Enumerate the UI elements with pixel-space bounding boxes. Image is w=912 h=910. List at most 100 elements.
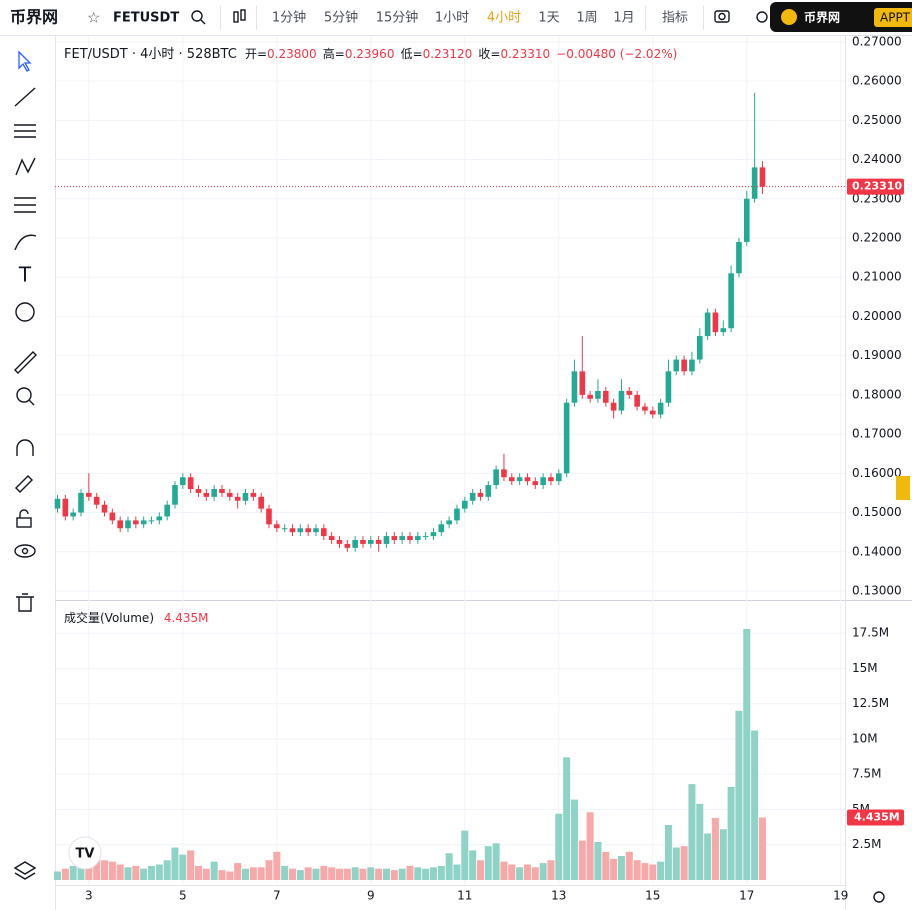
x-tick-label: 5	[179, 889, 187, 903]
y-tick-label: 0.24000	[852, 152, 902, 166]
volume-bar	[281, 865, 289, 880]
volume-bar	[187, 850, 195, 880]
candle-body	[109, 512, 116, 521]
volume-bar	[594, 841, 602, 880]
candle-body	[657, 402, 664, 415]
volume-bar	[570, 799, 578, 880]
candle-body	[555, 473, 562, 482]
volume-bar	[500, 861, 508, 880]
tv-logo[interactable]: TV	[68, 836, 102, 870]
volume-bar	[85, 858, 93, 880]
volume-bar	[210, 861, 218, 880]
volume-bar	[523, 864, 531, 880]
candle-body	[148, 520, 155, 522]
last-volume-tag	[847, 809, 904, 826]
volume-bar	[602, 851, 610, 880]
volume-bar	[453, 864, 461, 880]
candle-body	[125, 520, 131, 529]
volume-bar	[140, 868, 148, 880]
candle-icon[interactable]	[233, 9, 246, 23]
candle-body	[728, 273, 734, 329]
app-button[interactable]	[874, 8, 912, 27]
volume-bar	[429, 867, 437, 880]
candle-body	[297, 528, 304, 533]
scroll-button[interactable]	[896, 476, 910, 500]
volume-bar	[406, 865, 414, 880]
volume-bar	[265, 860, 273, 880]
volume-bar	[61, 868, 69, 880]
interval-button[interactable]: 1周	[576, 11, 597, 26]
search-icon-handle	[200, 19, 206, 25]
svg-text:T: T	[18, 263, 32, 287]
volume-bar	[711, 817, 719, 880]
last-price-label: 0.23310	[852, 180, 902, 193]
candle-body	[493, 469, 499, 486]
candle-body	[446, 520, 452, 525]
candle-body	[516, 477, 523, 482]
y-tick-label: 0.20000	[852, 309, 902, 323]
y-tick-label: 0.22000	[852, 230, 902, 244]
candle-body	[665, 371, 672, 403]
volume-bar	[100, 860, 108, 880]
interval-button[interactable]: 15分钟	[376, 10, 419, 26]
candle-body	[618, 390, 625, 411]
volume-bar	[116, 864, 124, 880]
candle-body	[540, 477, 546, 486]
candle-body	[54, 498, 61, 509]
volume-bar	[320, 865, 328, 880]
volume-bar	[680, 846, 688, 880]
interval-button[interactable]: 1天	[538, 11, 559, 26]
y-tick-label: 0.21000	[852, 270, 902, 284]
volume-title: 成交量(Volume)	[64, 610, 154, 625]
candle-body	[321, 528, 327, 537]
candle-body	[305, 528, 311, 533]
settings-icon[interactable]	[756, 11, 768, 23]
candle-body	[759, 167, 766, 187]
y-tick-label: 0.16000	[852, 466, 902, 480]
search-icon[interactable]	[191, 10, 203, 22]
y-tick-label: 0.19000	[852, 348, 902, 362]
interval-button[interactable]: 1分钟	[272, 10, 306, 26]
drawing-tools[interactable]: T	[13, 50, 37, 880]
interval-button[interactable]: 5分钟	[324, 10, 358, 26]
volume-bar	[484, 846, 492, 880]
indicators-button[interactable]: 指标	[662, 11, 688, 26]
candle-body	[133, 520, 139, 525]
volume-bar	[508, 864, 516, 880]
last-volume-label: 4.435M	[854, 810, 900, 823]
candle-body	[140, 520, 147, 525]
candle-body	[86, 492, 92, 497]
candle-body	[751, 167, 758, 199]
interval-button[interactable]: 1月	[613, 11, 634, 26]
candle-body	[289, 528, 296, 533]
y-tick-label: 0.17000	[852, 427, 902, 441]
y-tick-label: 2.5M	[852, 837, 881, 851]
star-icon[interactable]: ☆	[87, 9, 100, 27]
volume-bar	[53, 871, 61, 880]
legend-open: 0.23800	[267, 47, 317, 61]
candle-body	[368, 539, 374, 544]
settings-icon[interactable]	[873, 891, 885, 903]
interval-button[interactable]: 4小时	[487, 11, 521, 26]
candle-body	[477, 492, 484, 497]
candle-body	[187, 477, 194, 490]
candle-body	[391, 536, 398, 540]
volume-bar	[727, 786, 735, 880]
brand-name: 币界网	[804, 10, 840, 25]
volume-bar	[390, 870, 398, 880]
y-tick-label: 7.5M	[852, 767, 881, 781]
interval-button[interactable]: 1小时	[435, 11, 469, 26]
volume-bar	[751, 730, 759, 880]
candle-body	[712, 312, 719, 333]
candle-body	[352, 539, 358, 548]
symbol[interactable]: FETUSDT	[113, 11, 179, 26]
x-tick-label: 9	[367, 889, 375, 903]
logo[interactable]: 币界网	[10, 8, 58, 27]
camera-icon[interactable]	[714, 10, 730, 23]
volume-bar	[586, 812, 594, 880]
volume-bar	[539, 863, 547, 880]
last-price-tag	[847, 178, 904, 195]
candle-body	[117, 520, 123, 529]
candle-body	[415, 536, 421, 540]
candle-body	[501, 469, 507, 478]
